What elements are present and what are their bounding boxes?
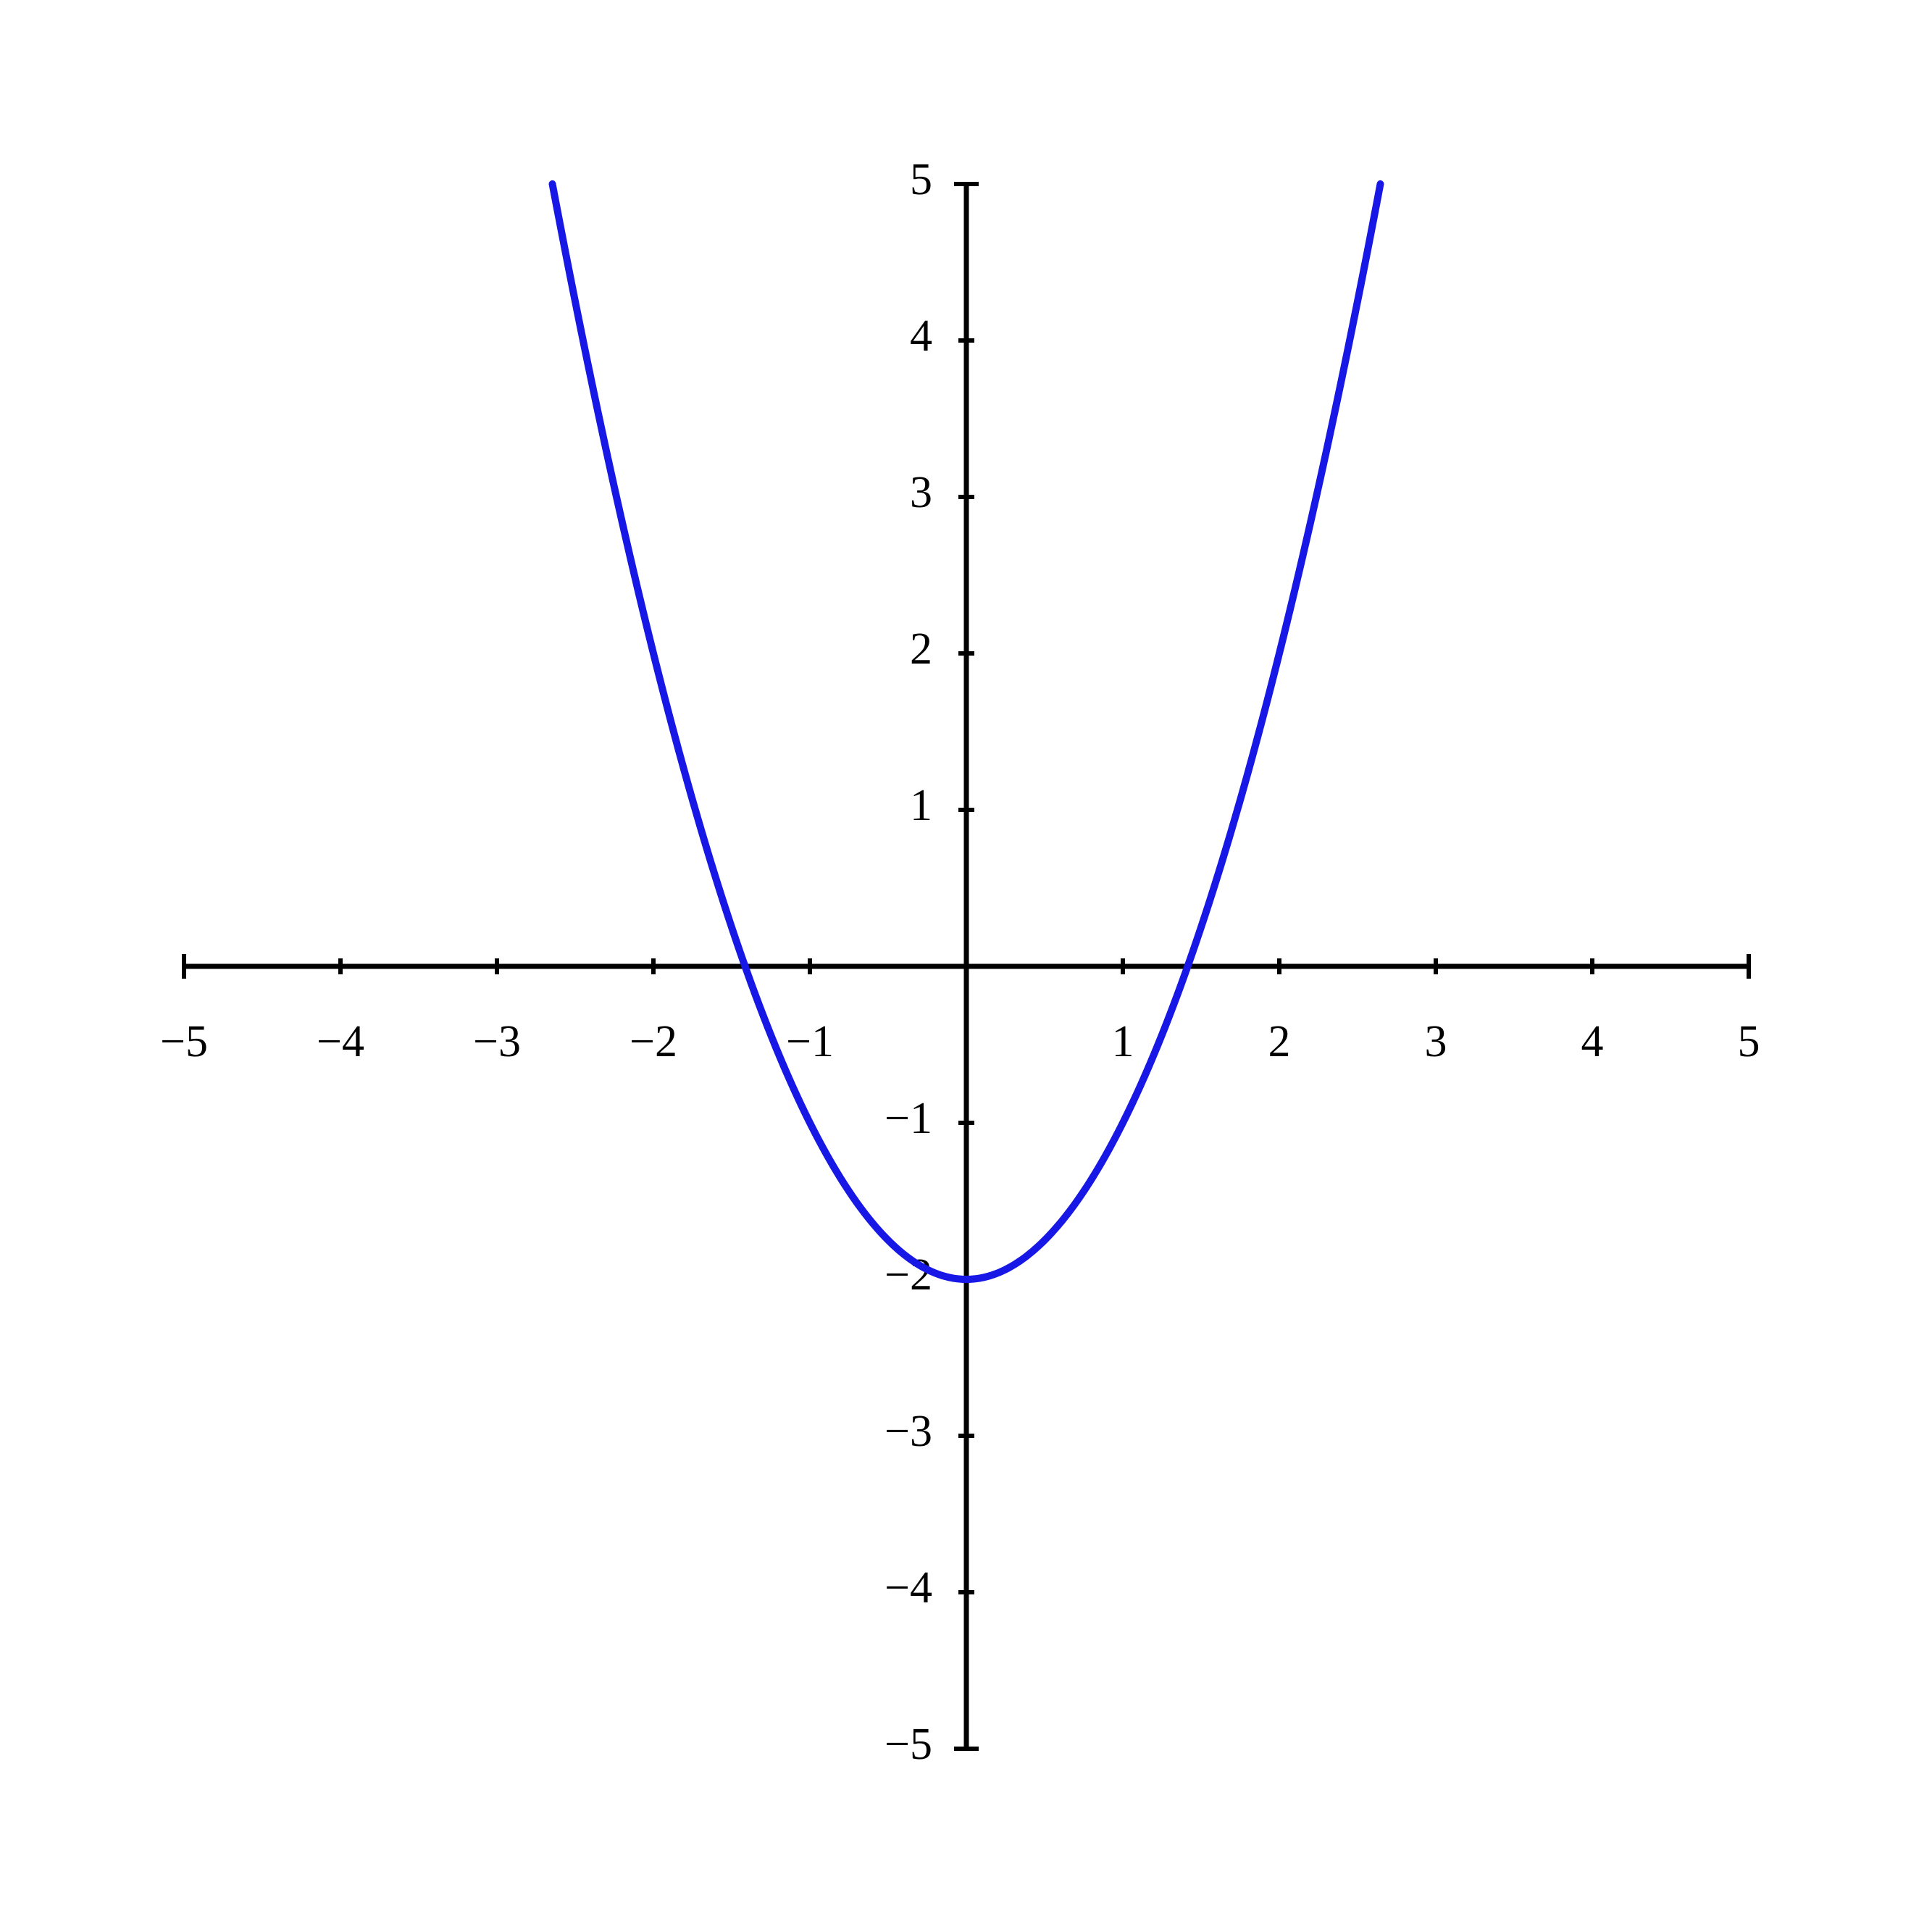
y-tick-label: −1	[885, 1094, 932, 1143]
y-tick-label: 5	[910, 155, 932, 204]
y-tick-label: 4	[910, 311, 932, 361]
y-tick-label: 1	[910, 781, 932, 830]
x-tick-label: −5	[160, 1017, 208, 1066]
x-tick-label: 3	[1424, 1017, 1447, 1066]
parabola-chart: −5−4−3−2−112345−5−4−3−2−112345	[97, 97, 1836, 1836]
y-tick-label: 3	[910, 468, 932, 517]
x-tick-label: 2	[1268, 1017, 1290, 1066]
x-tick-label: 4	[1581, 1017, 1603, 1066]
x-tick-label: −4	[317, 1017, 364, 1066]
y-tick-label: −4	[885, 1563, 932, 1613]
y-tick-label: 2	[910, 624, 932, 674]
y-tick-label: −5	[885, 1720, 932, 1769]
chart-svg: −5−4−3−2−112345−5−4−3−2−112345	[97, 97, 1836, 1836]
x-tick-label: −1	[786, 1017, 834, 1066]
x-tick-label: −3	[473, 1017, 521, 1066]
x-tick-label: −2	[630, 1017, 677, 1066]
x-tick-label: 5	[1737, 1017, 1760, 1066]
y-tick-label: −3	[885, 1407, 932, 1456]
x-tick-label: 1	[1111, 1017, 1134, 1066]
